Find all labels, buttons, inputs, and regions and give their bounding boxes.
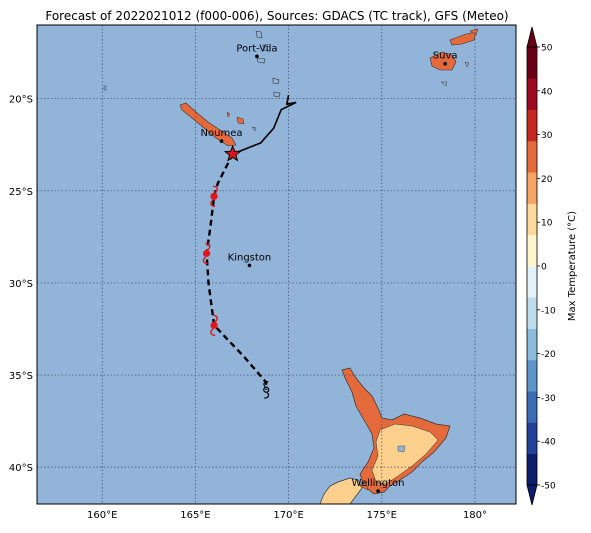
landmass-taveuni bbox=[469, 28, 479, 36]
lon-tick-label: 160°E bbox=[87, 510, 117, 521]
landmass-vanua-levu bbox=[449, 31, 477, 46]
city-label: Wellington bbox=[352, 478, 405, 489]
colorbar-segment bbox=[527, 140, 537, 173]
landmass-erromango bbox=[272, 77, 280, 85]
lat-tick-label: 40°S bbox=[9, 463, 33, 474]
landmass-chesterfield bbox=[103, 85, 107, 91]
tropical-storm-symbol bbox=[202, 242, 211, 265]
landmass-marlborough bbox=[359, 482, 369, 491]
cyclone-track bbox=[202, 94, 297, 399]
axis-tick-labels: 160°E 165°E 170°E 175°E 180° 20°S 25°S 30°S 35°S… bbox=[9, 95, 487, 521]
lat-tick-label: 35°S bbox=[9, 371, 33, 382]
colorbar-tick-label: 50 bbox=[541, 44, 553, 54]
colorbar-tick-label: -20 bbox=[541, 350, 556, 360]
landmass-matthew-island bbox=[251, 126, 257, 132]
landmass-north-island-mild bbox=[371, 423, 439, 485]
landmass-island bbox=[226, 111, 231, 118]
map-frame bbox=[36, 24, 517, 505]
city-label: Kingston bbox=[228, 252, 272, 263]
graticule bbox=[37, 25, 516, 504]
colorbar-segment bbox=[527, 172, 537, 204]
colorbar-segment bbox=[527, 297, 537, 329]
colorbar-tick-label: -40 bbox=[541, 438, 556, 448]
low-pressure-symbol bbox=[263, 380, 270, 399]
city-label: Noumea bbox=[201, 128, 243, 139]
city-marker bbox=[255, 54, 259, 59]
colorbar-segment bbox=[527, 78, 537, 110]
colorbar-segment bbox=[527, 359, 537, 392]
lon-tick-label: 165°E bbox=[180, 510, 210, 521]
current-position-star-icon bbox=[223, 144, 242, 162]
landmass-viti-levu bbox=[429, 51, 457, 71]
tropical-storm-symbol bbox=[210, 185, 218, 208]
colorbar: 50 40 30 20 10 0 -10 -20 -30 -40 -50 Max Temperatur… bbox=[526, 26, 578, 506]
colorbar-tick-label: -10 bbox=[541, 306, 556, 316]
colorbar-segment bbox=[527, 453, 537, 486]
landmass-vanuatu-north bbox=[255, 30, 263, 39]
colorbar-tick-label: 30 bbox=[541, 131, 553, 141]
colorbar-segment bbox=[527, 109, 537, 142]
landmass-tanna bbox=[273, 91, 281, 98]
colorbar-tick-label: -30 bbox=[541, 394, 556, 404]
map-area: Port-Vila Suva Noumea Kingston Wellington bbox=[36, 24, 517, 505]
colorbar-label: Max Temperature (°C) bbox=[567, 211, 578, 321]
city-label: Port-Vila bbox=[236, 43, 277, 54]
colorbar-segment bbox=[527, 203, 537, 236]
city-label: Suva bbox=[433, 51, 458, 62]
lon-tick-label: 170°E bbox=[273, 510, 303, 521]
colorbar-segment bbox=[527, 422, 537, 455]
landmass-south-island bbox=[319, 477, 363, 504]
map-title: Forecast of 2022021012 (f000-006), Sourc… bbox=[45, 9, 508, 23]
colorbar-segment bbox=[527, 266, 537, 298]
city-marker bbox=[376, 489, 380, 493]
lon-tick-label: 175°E bbox=[367, 510, 397, 521]
colorbar-tick-label: 0 bbox=[541, 263, 547, 273]
observed-track-line bbox=[232, 94, 297, 155]
colorbar-tick-label: 40 bbox=[541, 87, 553, 97]
landmass-lau-islands bbox=[464, 61, 470, 68]
colorbar-tick-label: -50 bbox=[541, 482, 556, 492]
city-marker bbox=[247, 263, 252, 268]
city-markers: Port-Vila Suva Noumea Kingston Wellington bbox=[201, 43, 458, 493]
city-marker bbox=[219, 139, 224, 143]
lat-tick-label: 30°S bbox=[9, 279, 33, 290]
lon-tick-label: 180° bbox=[463, 510, 487, 521]
lat-tick-label: 20°S bbox=[9, 95, 33, 106]
colorbar-segment bbox=[527, 328, 537, 361]
landmasses bbox=[103, 28, 479, 504]
lat-tick-label: 25°S bbox=[9, 187, 33, 198]
tropical-storm-symbol bbox=[210, 314, 218, 336]
landmass-kadavu bbox=[440, 81, 448, 87]
colorbar-segment bbox=[527, 391, 537, 423]
colorbar-tick-label: 20 bbox=[541, 175, 553, 185]
lake-taupo bbox=[397, 445, 406, 453]
colorbar-tick-label: 10 bbox=[541, 219, 553, 229]
colorbar-min-extend bbox=[526, 484, 538, 506]
city-marker bbox=[443, 61, 447, 66]
landmass-efate bbox=[256, 57, 266, 64]
landmass-loyalty-islands bbox=[236, 116, 245, 125]
colorbar-max-extend bbox=[526, 26, 538, 48]
colorbar-segment bbox=[527, 234, 537, 267]
landmass-new-caledonia bbox=[179, 102, 237, 147]
colorbar-segment bbox=[527, 47, 537, 79]
landmass-vanuatu-mid bbox=[262, 44, 271, 52]
